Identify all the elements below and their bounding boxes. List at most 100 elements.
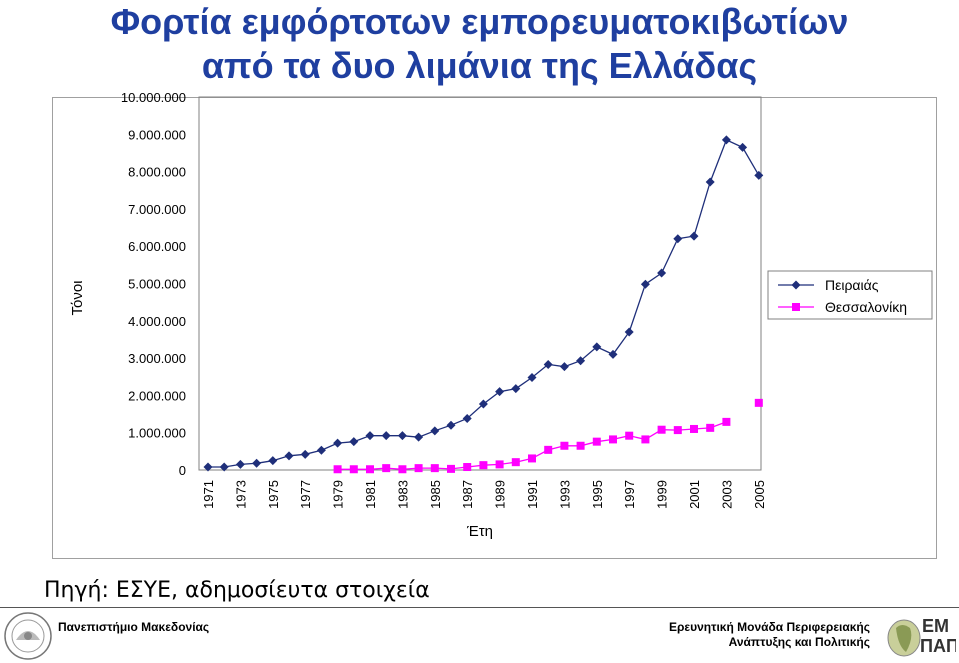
data-point-piraeus (721, 135, 731, 145)
data-point-piraeus (673, 234, 683, 244)
data-point-thessaloniki (722, 417, 731, 426)
data-point-piraeus (333, 438, 343, 448)
data-point-piraeus (381, 431, 391, 441)
x-tick-label: 1985 (428, 480, 443, 509)
data-point-piraeus (657, 268, 667, 278)
data-point-piraeus (203, 462, 213, 472)
x-tick-label: 1991 (525, 480, 540, 509)
data-point-thessaloniki (414, 464, 423, 473)
university-seal-icon (4, 612, 52, 660)
data-point-piraeus (219, 462, 229, 472)
legend-marker-thessaloniki (792, 303, 800, 311)
data-point-thessaloniki (366, 465, 374, 474)
y-tick-label: 6.000.000 (128, 239, 186, 254)
data-point-piraeus (316, 445, 326, 455)
slide-title-line2: από τα δυο λιμάνια της Ελλάδας (201, 45, 758, 86)
x-tick-label: 1993 (557, 480, 572, 509)
svg-text:ΠΑΠ: ΠΑΠ (920, 636, 956, 656)
x-tick-label: 2001 (687, 480, 702, 509)
footer-university: Πανεπιστήμιο Μακεδονίας (58, 620, 210, 634)
svg-text:ΕΜ: ΕΜ (922, 616, 949, 636)
x-tick-label: 1981 (363, 480, 378, 509)
data-point-piraeus (284, 451, 294, 461)
footer-divider (0, 607, 959, 608)
x-tick-label: 2003 (719, 480, 734, 509)
data-point-thessaloniki (479, 461, 488, 470)
data-point-piraeus (543, 359, 553, 369)
x-tick-label: 1987 (460, 480, 475, 509)
data-point-thessaloniki (625, 431, 634, 440)
footer-right-line2: Ανάπτυξης και Πολιτικής (728, 635, 870, 649)
x-tick-label: 1997 (622, 480, 637, 509)
research-unit-logo: ΕΜ ΠΑΠ (887, 616, 956, 657)
data-point-piraeus (527, 372, 537, 382)
data-point-thessaloniki (382, 464, 391, 473)
data-point-piraeus (300, 449, 310, 459)
y-tick-label: 9.000.000 (128, 127, 186, 142)
data-point-piraeus (365, 431, 375, 441)
y-tick-label: 0 (179, 463, 186, 478)
data-point-thessaloniki (430, 464, 439, 473)
x-tick-label: 1973 (233, 480, 248, 509)
data-point-piraeus (235, 459, 245, 469)
data-point-thessaloniki (544, 445, 553, 454)
data-point-thessaloniki (609, 435, 617, 444)
y-tick-label: 7.000.000 (128, 202, 186, 217)
data-point-piraeus (462, 414, 472, 424)
data-point-thessaloniki (706, 423, 715, 432)
data-point-thessaloniki (447, 464, 455, 473)
footer-research-unit: Ερευνητική Μονάδα Περιφερειακής Ανάπτυξη… (669, 620, 870, 650)
legend-label: Πειραιάς (825, 277, 879, 293)
data-point-thessaloniki (754, 398, 763, 407)
data-point-thessaloniki (528, 454, 536, 463)
legend-marker-piraeus (791, 280, 801, 290)
data-point-thessaloniki (641, 435, 650, 444)
y-tick-label: 2.000.000 (128, 388, 186, 403)
data-point-thessaloniki (463, 463, 472, 472)
x-tick-label: 1975 (266, 480, 281, 509)
slide-title-line1: Φορτία εμφόρτοτων εμπορευματοκιβωτίων (110, 1, 849, 42)
plot-area (198, 96, 762, 471)
x-axis-title: Έτη (466, 523, 493, 540)
data-point-thessaloniki (690, 424, 698, 433)
data-point-piraeus (349, 437, 359, 447)
y-axis-title: Τόνοι (69, 280, 86, 315)
x-tick-label: 1979 (331, 480, 346, 509)
y-tick-label: 5.000.000 (128, 277, 186, 292)
data-point-piraeus (495, 387, 505, 397)
data-point-piraeus (446, 420, 456, 430)
x-tick-label: 1995 (590, 480, 605, 509)
x-tick-label: 1999 (655, 480, 670, 509)
series-line-piraeus (208, 139, 760, 468)
data-point-thessaloniki (511, 458, 520, 467)
data-point-piraeus (252, 458, 262, 468)
data-point-thessaloniki (398, 465, 407, 474)
data-point-piraeus (511, 384, 521, 394)
y-tick-label: 8.000.000 (128, 165, 186, 180)
data-point-thessaloniki (495, 460, 504, 469)
data-point-thessaloniki (673, 426, 682, 435)
data-point-thessaloniki (560, 441, 569, 450)
footer-right-line1: Ερευνητική Μονάδα Περιφερειακής (668, 620, 870, 634)
data-point-piraeus (430, 426, 440, 436)
y-tick-label: 3.000.000 (128, 351, 186, 366)
data-point-piraeus (592, 342, 602, 352)
data-point-thessaloniki (349, 465, 358, 474)
data-point-thessaloniki (576, 441, 585, 450)
x-tick-label: 1977 (298, 480, 313, 509)
data-point-piraeus (559, 362, 569, 372)
y-tick-label: 1.000.000 (128, 426, 186, 441)
data-point-piraeus (478, 399, 488, 409)
y-tick-label: 4.000.000 (128, 314, 186, 329)
data-point-piraeus (689, 231, 699, 241)
data-point-piraeus (738, 142, 748, 152)
source-note: Πηγή: ΕΣΥΕ, αδημοσίευτα στοιχεία (44, 578, 430, 603)
x-tick-label: 1989 (493, 480, 508, 509)
data-point-piraeus (268, 456, 278, 466)
x-tick-label: 1971 (201, 480, 216, 509)
x-tick-label: 1983 (395, 480, 410, 509)
data-point-thessaloniki (333, 465, 342, 474)
data-point-piraeus (705, 177, 715, 187)
data-point-piraeus (414, 432, 424, 442)
